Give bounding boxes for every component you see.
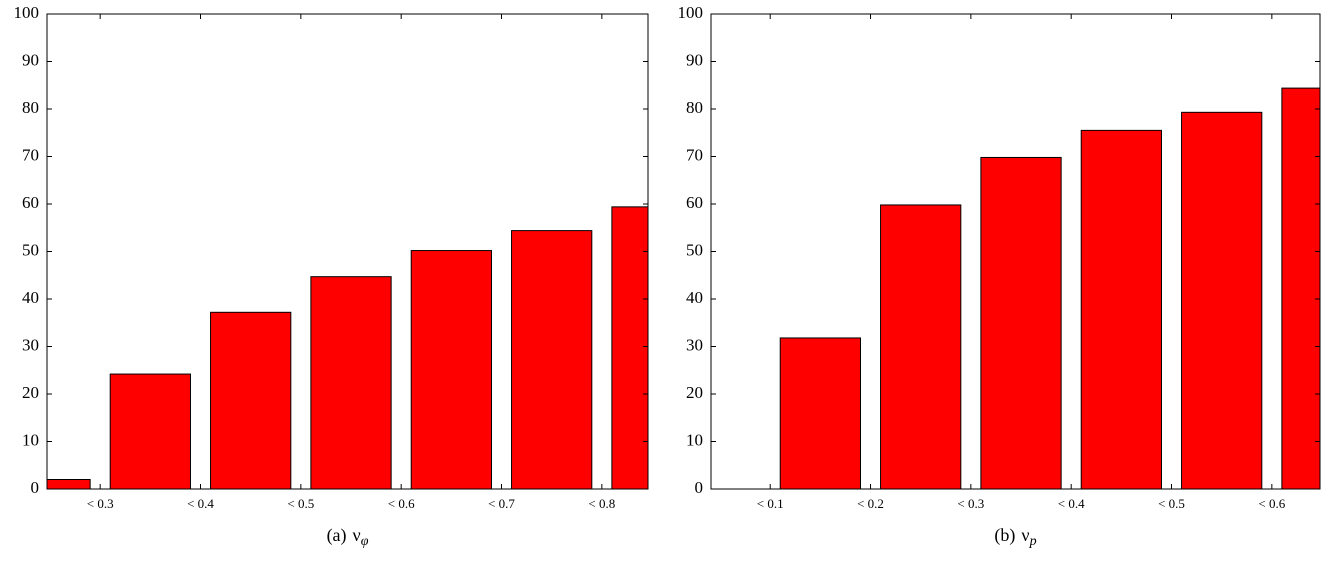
y-tick-label: 90 [686,50,703,69]
bar [410,250,492,489]
y-tick-label: 50 [22,240,39,259]
y-tick-label: 100 [678,3,704,22]
bar [511,230,593,489]
bar [47,479,91,489]
x-tick-label: < 0.6 [388,496,415,511]
bar [1181,111,1263,489]
bar [779,337,861,489]
y-tick-label: 80 [686,98,703,117]
caption-label: (a) [327,525,347,546]
caption: (a) νφ [327,525,369,549]
bar [611,206,648,489]
bar [310,276,392,489]
x-tick-label: < 0.7 [488,496,515,511]
y-tick-label: 100 [14,3,40,22]
bar [1281,87,1320,489]
chart: 0 10 20 30 40 50 60 70 80 90 100 < 0.1 < 0.2 < 0.3 < 0… [678,3,1321,549]
caption-symbol: ν [353,525,361,545]
x-tick-label: < 0.1 [757,496,784,511]
bars [47,206,648,489]
y-tick-label: 0 [31,478,40,497]
bar [880,204,962,489]
x-tick-label: < 0.2 [857,496,884,511]
caption-subscript: φ [361,534,369,549]
bar [980,156,1062,489]
y-tick-label: 10 [22,430,39,449]
y-tick-label: 70 [686,145,703,164]
y-tick-label: 70 [22,145,39,164]
bar [210,311,292,489]
y-tick-label: 10 [686,430,703,449]
y-tick-label: 30 [686,335,703,354]
bar [109,373,191,489]
y-tick-label: 60 [22,193,39,212]
x-tick-label: < 0.4 [1058,496,1085,511]
y-tick-label: 40 [22,288,39,307]
x-tick-label: < 0.6 [1258,496,1285,511]
chart: 0 10 20 30 40 50 60 70 80 90 100 < 0.3 < 0.4 < 0.5 < 0… [14,3,649,549]
x-tick-label: < 0.5 [1158,496,1185,511]
x-tick-label: < 0.3 [957,496,984,511]
caption: (b) νp [994,525,1036,549]
x-tick-label: < 0.4 [187,496,214,511]
x-tick-label: < 0.3 [87,496,114,511]
y-tick-label: 0 [695,478,704,497]
y-tick-label: 90 [22,50,39,69]
y-tick-label: 20 [686,383,703,402]
x-tick-label: < 0.8 [588,496,615,511]
y-tick-label: 60 [686,193,703,212]
x-tick-label: < 0.5 [287,496,314,511]
bar [1080,129,1162,489]
caption-subscript: p [1029,534,1037,549]
y-tick-label: 40 [686,288,703,307]
y-tick-label: 80 [22,98,39,117]
y-tick-label: 50 [686,240,703,259]
y-tick-label: 30 [22,335,39,354]
bars [711,87,1320,489]
y-tick-label: 20 [22,383,39,402]
caption-symbol: ν [1021,525,1029,545]
caption-label: (b) [994,525,1015,546]
